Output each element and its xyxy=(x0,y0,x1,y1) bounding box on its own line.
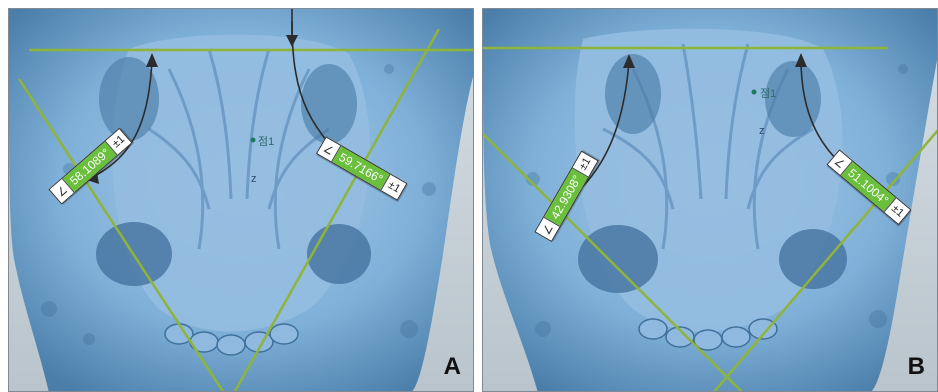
point-label-a: 점1 xyxy=(258,136,275,148)
point-marker-a xyxy=(250,137,256,143)
panel-letter-a: A xyxy=(443,353,461,380)
z-axis-label-b: z xyxy=(759,125,765,137)
point-label-b: 점1 xyxy=(760,88,777,100)
panel-letter-b: B xyxy=(907,353,925,380)
point-marker-b xyxy=(751,89,757,95)
z-axis-label-a: z xyxy=(251,173,257,185)
panel-b: 점1 z ∠ 42.9308° ±1 ∠ 51.1004° ±1 B xyxy=(482,8,938,392)
panel-a: 점1 z ∠ 58.1089° ±1 ∠ 59.7166° ±1 A xyxy=(8,8,474,392)
dental-scan-image-a xyxy=(9,9,473,391)
